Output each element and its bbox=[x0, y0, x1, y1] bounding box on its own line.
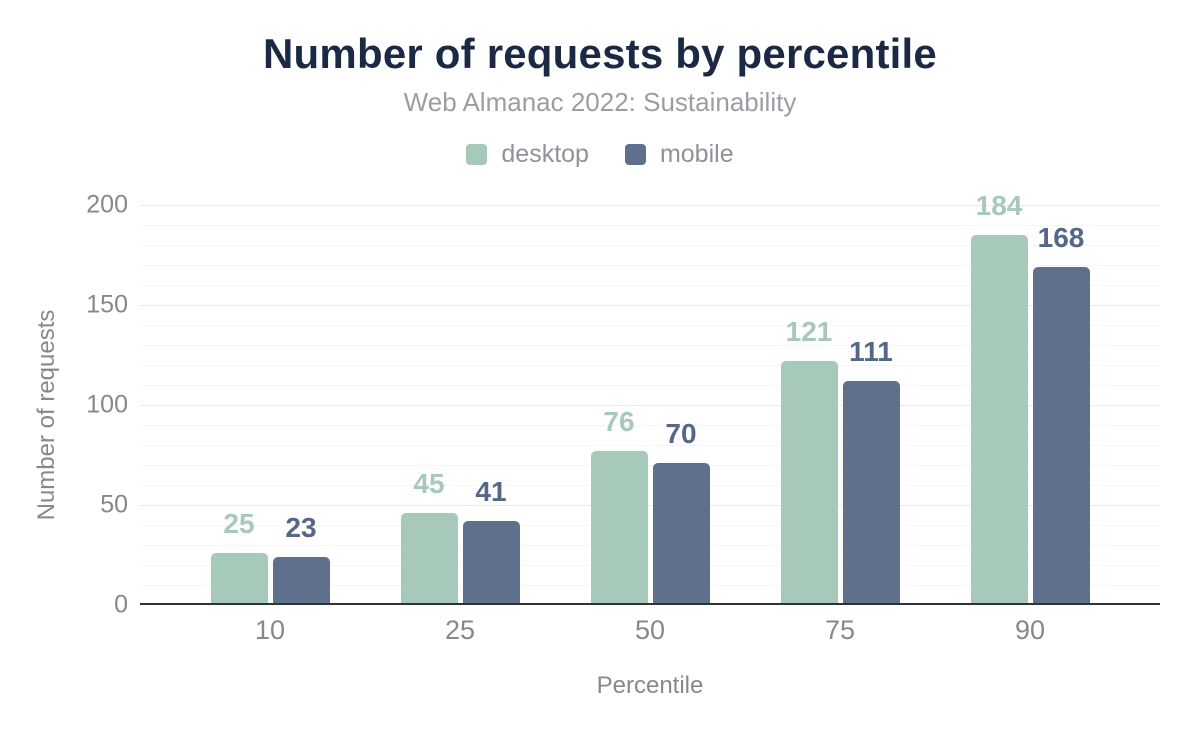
mobile-bar-col: 23 bbox=[272, 512, 330, 603]
y-tick-label: 200 bbox=[86, 190, 128, 219]
legend-label-mobile: mobile bbox=[659, 140, 734, 168]
mobile-bar-col: 70 bbox=[652, 418, 710, 603]
chart-title: Number of requests by percentile bbox=[263, 30, 937, 77]
mobile-swatch-icon bbox=[624, 144, 646, 165]
desktop-value-label: 25 bbox=[223, 508, 255, 539]
desktop-bar bbox=[210, 553, 268, 603]
bar-group-p25: 45 41 bbox=[365, 469, 555, 603]
mobile-value-label: 41 bbox=[475, 476, 507, 507]
x-axis-title: Percentile bbox=[596, 672, 704, 699]
mobile-bar bbox=[652, 463, 710, 603]
desktop-bar-col: 45 bbox=[400, 468, 458, 603]
legend-item-desktop[interactable]: desktop bbox=[466, 140, 589, 169]
mobile-bar-col: 41 bbox=[462, 476, 520, 603]
bar-group-p10: 25 23 bbox=[175, 509, 365, 603]
bar-group-p75: 121 111 bbox=[745, 317, 935, 603]
legend-label-desktop: desktop bbox=[501, 140, 589, 168]
mobile-value-label: 168 bbox=[1037, 222, 1085, 253]
mobile-bar-col: 168 bbox=[1032, 222, 1090, 603]
y-tick-label: 100 bbox=[86, 390, 128, 419]
plot-area: 25 23 45 41 76 70 121 111 184 168 bbox=[140, 191, 1160, 605]
x-tick-label: 75 bbox=[824, 615, 856, 645]
mobile-bar bbox=[462, 521, 520, 603]
desktop-bar bbox=[780, 361, 838, 603]
desktop-bar-col: 25 bbox=[210, 508, 268, 603]
y-tick-label: 0 bbox=[114, 590, 128, 619]
y-tick-label: 150 bbox=[86, 290, 128, 319]
x-tick-label: 10 bbox=[254, 615, 286, 645]
desktop-bar bbox=[400, 513, 458, 603]
desktop-value-label: 121 bbox=[785, 316, 833, 347]
desktop-value-label: 45 bbox=[413, 468, 445, 499]
desktop-bar-col: 76 bbox=[590, 406, 648, 603]
x-tick-label: 50 bbox=[634, 615, 666, 645]
bar-group-p50: 76 70 bbox=[555, 407, 745, 603]
bar-group-p90: 184 168 bbox=[935, 191, 1125, 603]
legend-item-mobile[interactable]: mobile bbox=[624, 140, 734, 169]
desktop-bar bbox=[590, 451, 648, 603]
mobile-value-label: 23 bbox=[285, 512, 317, 543]
desktop-bar-col: 121 bbox=[780, 316, 838, 603]
mobile-bar bbox=[842, 381, 900, 603]
desktop-bar bbox=[970, 235, 1028, 603]
desktop-value-label: 76 bbox=[603, 406, 635, 437]
y-tick-label: 50 bbox=[100, 490, 128, 519]
x-tick-label: 25 bbox=[444, 615, 476, 645]
mobile-bar bbox=[1032, 267, 1090, 603]
desktop-value-label: 184 bbox=[975, 190, 1023, 221]
x-axis-ticks: 10 25 50 75 90 bbox=[140, 615, 1160, 646]
mobile-bar-col: 111 bbox=[842, 336, 900, 603]
mobile-value-label: 111 bbox=[849, 336, 893, 367]
desktop-swatch-icon bbox=[466, 144, 488, 165]
chart-legend: desktop mobile bbox=[0, 140, 1200, 169]
desktop-bar-col: 184 bbox=[970, 190, 1028, 603]
x-tick-label: 90 bbox=[1014, 615, 1046, 645]
mobile-bar bbox=[272, 557, 330, 603]
mobile-value-label: 70 bbox=[665, 418, 697, 449]
chart-subtitle: Web Almanac 2022: Sustainability bbox=[403, 87, 797, 117]
